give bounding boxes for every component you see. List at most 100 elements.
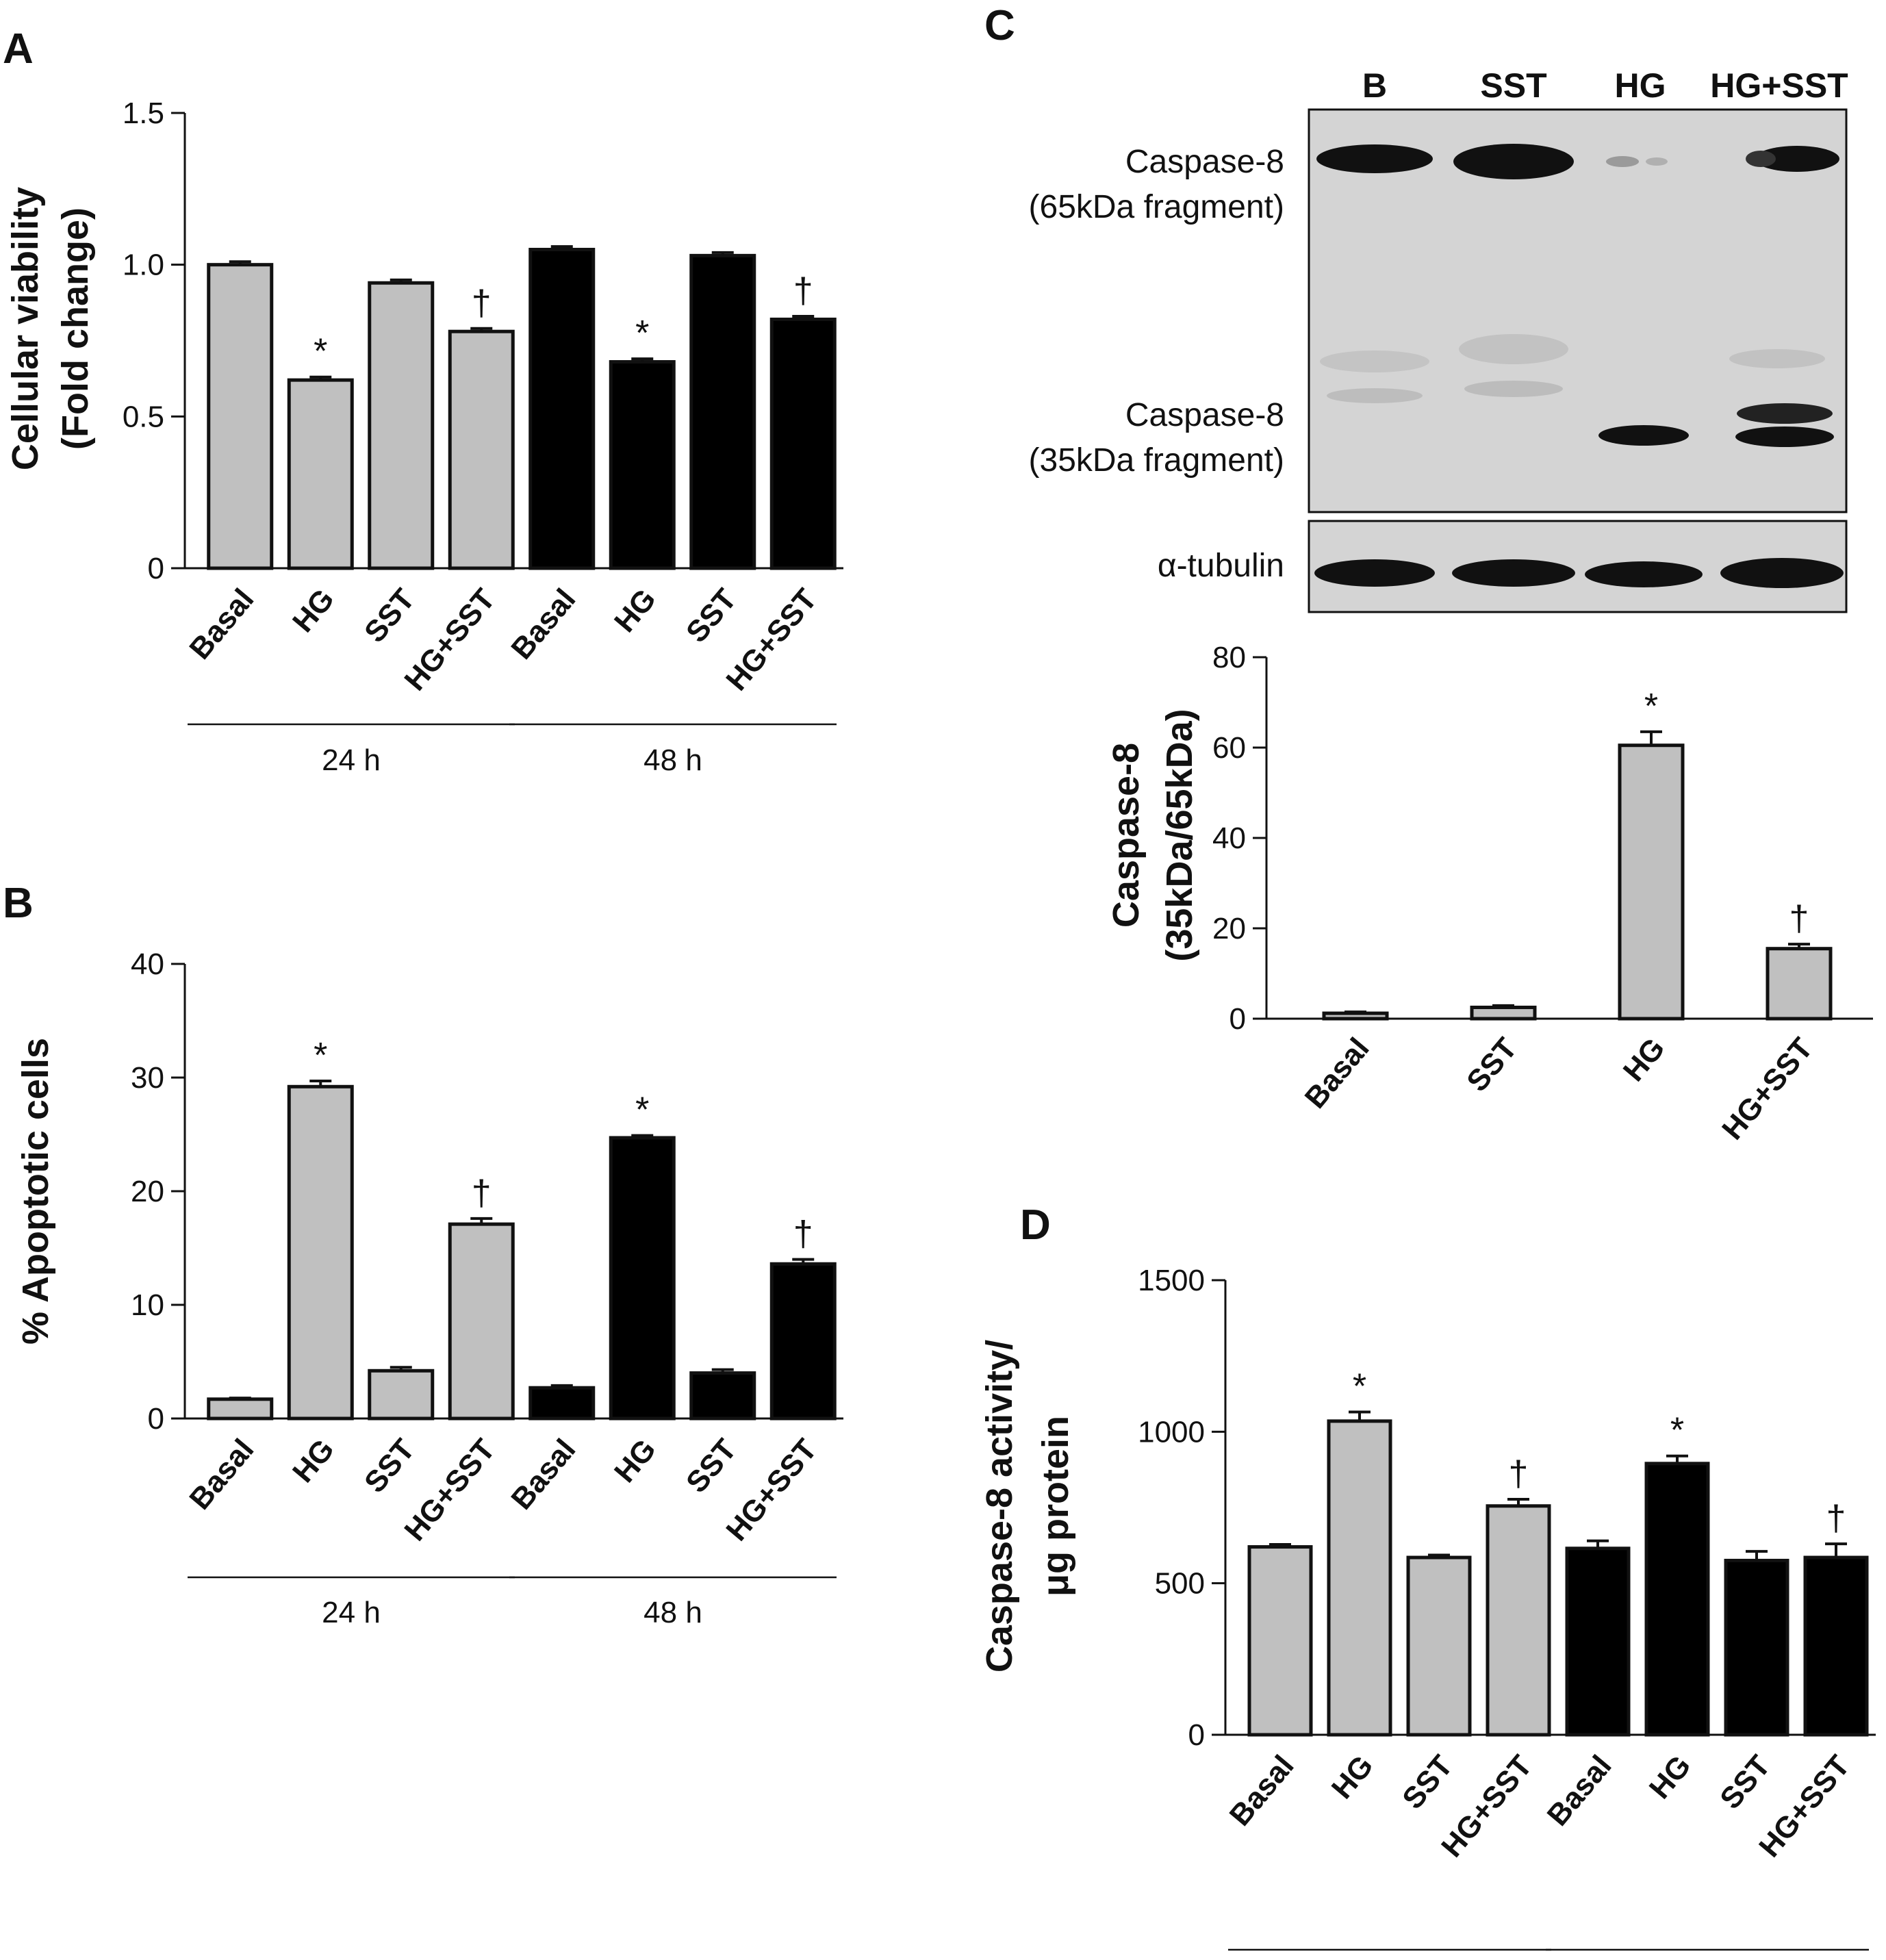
bar [207, 263, 274, 570]
y-tick-label: 20 [1212, 912, 1246, 945]
bar [1766, 947, 1833, 1021]
significance-mark: * [635, 1091, 649, 1130]
bar [689, 253, 756, 570]
y-axis-label: Cellular viability [5, 187, 46, 470]
x-category-label: SST [1713, 1749, 1777, 1816]
panel-letter-b: B [3, 880, 34, 927]
y-axis-label-line2: (35kDa/65kDa) [1159, 709, 1200, 961]
y-axis-label: % Apoptotic cells [15, 1038, 56, 1345]
x-category-label: Basal [1541, 1749, 1618, 1832]
band-tubulin-hg [1585, 561, 1703, 587]
x-category-label: Basal [1223, 1749, 1301, 1832]
significance-mark: † [1826, 1499, 1846, 1538]
group-label: 24 h [322, 743, 381, 777]
x-category-label: HG [1643, 1749, 1698, 1805]
bar [1644, 1462, 1710, 1737]
x-category-label: HG [608, 1433, 663, 1489]
chart-d-caspase-activity: 0 500 1000 1500 Caspase-8 activity/μg protei… [979, 1264, 1876, 1960]
band-35kda-hg [1598, 425, 1689, 446]
band-65kda-basal [1316, 144, 1433, 173]
y-tick-label: 1.0 [123, 249, 164, 282]
chart-c-caspase-ratio: 0 20 40 60 80 Caspase-8 (35kDa/65kDa) Basal SST *… [1106, 641, 1873, 1146]
y-tick-label: 20 [131, 1175, 164, 1208]
x-category-label: HG [286, 583, 341, 639]
x-category-label: SST [680, 583, 743, 649]
bar [1618, 743, 1685, 1021]
y-tick-label: 10 [131, 1288, 164, 1322]
significance-mark: * [1670, 1411, 1684, 1451]
x-category-label: HG [286, 1433, 341, 1489]
band-smear-sst [1459, 334, 1568, 364]
bar [609, 1136, 676, 1421]
x-category-label: Basal [183, 1433, 260, 1516]
bar [1406, 1555, 1472, 1737]
bar [287, 1084, 354, 1421]
chart-a-cellular-viability: 0 0.5 1.0 1.5 Cellular viability (Fold change… [5, 97, 843, 777]
bar [769, 317, 837, 570]
label-caspase-65-line1: Caspase-8 [1125, 144, 1284, 180]
band-35kda-hg-sst-upper [1737, 403, 1833, 424]
band-tubulin-hg-sst [1720, 558, 1844, 588]
y-axis-label: Caspase-8 activity/ [979, 1340, 1020, 1672]
group-label: 24 h [322, 1596, 381, 1629]
y-tick-label: 40 [131, 947, 164, 981]
band-65kda-hg-sst [1755, 146, 1839, 172]
y-axis-label: Caspase-8 [1106, 743, 1147, 928]
y-tick-label: 1.5 [123, 97, 164, 130]
band-tubulin-sst [1452, 559, 1575, 587]
panel-letter-c: C [984, 2, 1015, 49]
band-35kda-hg-sst-lower [1735, 427, 1834, 447]
band-smear-basal-lower [1327, 388, 1423, 403]
y-tick-label: 500 [1155, 1567, 1205, 1601]
y-tick-label: 1000 [1138, 1415, 1205, 1449]
label-caspase-35-line1: Caspase-8 [1125, 397, 1284, 433]
x-category-label: HG [1617, 1032, 1672, 1088]
x-category-label: Basal [183, 583, 260, 665]
x-category-label: HG+SST [1716, 1032, 1820, 1146]
blot-lane-label: HG+SST [1710, 66, 1848, 105]
significance-mark: † [793, 1214, 813, 1254]
significance-mark: * [635, 314, 649, 353]
x-category-label: Basal [505, 1433, 582, 1516]
bar [1247, 1545, 1313, 1737]
band-65kda-hg-faint [1646, 157, 1668, 166]
group-label: 48 h [643, 1596, 702, 1629]
y-tick-label: 0.5 [123, 400, 164, 433]
x-category-label: SST [1396, 1749, 1460, 1816]
bar [448, 329, 515, 570]
blot-lane-label: HG [1615, 66, 1666, 105]
x-category-label: Basal [1299, 1032, 1376, 1115]
significance-mark: * [314, 1036, 327, 1076]
label-caspase-65-line2: (65kDa fragment) [1029, 189, 1284, 225]
bar [1470, 1006, 1537, 1021]
panel-letter-a: A [3, 25, 34, 73]
bar [528, 248, 596, 570]
group-label: 24 h [1360, 1959, 1419, 1960]
significance-mark: † [472, 1173, 492, 1213]
y-tick-label: 40 [1212, 822, 1246, 855]
bar [528, 1386, 596, 1421]
significance-mark: * [1353, 1367, 1366, 1407]
x-category-label: Basal [505, 583, 582, 665]
band-65kda-hg-sst-shoulder [1746, 151, 1776, 167]
y-tick-label: 0 [1188, 1718, 1205, 1752]
y-tick-label: 60 [1212, 731, 1246, 765]
y-axis-label-line2: (Fold change) [55, 207, 96, 450]
bar [1327, 1419, 1392, 1737]
x-category-label: HG [1325, 1749, 1380, 1805]
bar [1486, 1504, 1551, 1737]
band-65kda-sst [1453, 144, 1574, 179]
x-category-label: SST [1460, 1032, 1524, 1098]
significance-mark: † [1509, 1454, 1529, 1494]
bar [368, 1369, 435, 1421]
x-category-label: SST [680, 1433, 743, 1499]
x-category-label: HG [608, 583, 663, 639]
group-label: 48 h [1678, 1959, 1737, 1960]
band-smear-hg-sst [1729, 349, 1825, 368]
blot-lane-label: SST [1480, 66, 1546, 105]
label-alpha-tubulin: α-tubulin [1158, 548, 1284, 584]
western-blot: B SST HG HG+SST Caspase-8 (65kDa fragmen… [1029, 66, 1848, 613]
y-tick-label: 30 [131, 1061, 164, 1095]
blot-lane-label: B [1362, 66, 1387, 105]
